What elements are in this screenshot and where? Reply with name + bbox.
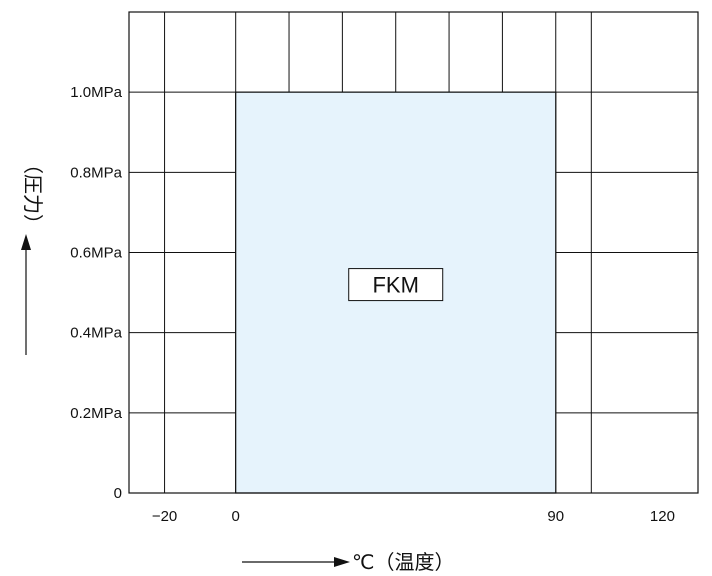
y-tick-label: 0 [114,485,122,502]
y-tick-label: 0.2MPa [70,405,122,422]
x-tick-label: 120 [650,508,675,525]
x-axis-label: ℃（温度） [352,550,454,574]
y-axis-label: （圧力） [21,154,45,234]
region-label-box [348,268,444,302]
x-tick-label: 90 [547,508,564,525]
y-axis-arrowhead [21,234,31,250]
x-tick-label: 0 [232,508,240,525]
y-tick-label: 0.6MPa [70,245,122,262]
y-tick-label: 0.8MPa [70,164,122,181]
x-tick-label: −20 [152,508,177,525]
region-label-text: FKM [372,273,418,298]
y-tick-label: 0.4MPa [70,325,122,342]
x-axis-arrowhead [334,557,350,567]
plot-frame [128,11,699,494]
y-tick-label: 1.0MPa [70,84,122,101]
